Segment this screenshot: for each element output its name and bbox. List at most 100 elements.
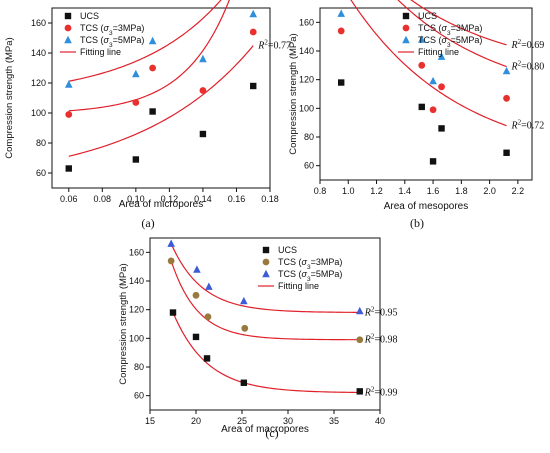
data-point — [64, 80, 73, 88]
data-point — [199, 87, 207, 94]
panel-label: (b) — [410, 216, 424, 230]
r-squared-label: R2=0.72 — [511, 119, 545, 132]
y-tick-label: 120 — [31, 78, 46, 88]
data-point — [438, 83, 445, 91]
r-squared-label: R2=0.69 — [511, 38, 545, 51]
legend: UCS TCS (σ3=3MPa)TCS (σ3=5MPa)Fitting lin… — [258, 245, 342, 291]
plot-frame — [149, 237, 381, 411]
data-point — [417, 35, 426, 43]
data-point — [204, 313, 212, 321]
fitting-line-1 — [350, 0, 507, 127]
x-tick-label: 30 — [283, 416, 293, 426]
fitting-line-2 — [397, 0, 507, 68]
x-tick-label: 1.8 — [455, 186, 468, 196]
x-tick-label: 0.08 — [94, 194, 112, 204]
y-tick-label: 120 — [129, 305, 144, 315]
x-axis-label: Area of micropores — [119, 199, 203, 210]
legend-marker — [64, 24, 72, 32]
x-tick-label: 20 — [191, 416, 201, 426]
data-point — [148, 36, 157, 45]
fitting-line-1 — [172, 312, 360, 394]
y-axis-label: Compression strength (MPa) — [118, 263, 129, 384]
data-point — [192, 291, 200, 299]
legend-marker — [402, 24, 410, 32]
plot-frame — [51, 7, 271, 189]
data-point — [167, 239, 175, 247]
x-axis-label: Area of mesopores — [384, 201, 469, 212]
y-tick-label: 140 — [129, 276, 144, 286]
x-tick-label: 0.10 — [127, 194, 145, 204]
y-tick-label: 60 — [134, 391, 144, 401]
x-axis-label: Area of macropores — [221, 424, 309, 435]
r-squared-label: R2=0.95 — [364, 305, 398, 318]
data-point — [438, 125, 445, 132]
data-point — [203, 355, 211, 362]
legend-marker — [262, 246, 270, 254]
y-tick-label: 160 — [299, 17, 314, 27]
data-point — [149, 108, 156, 115]
legend-label: UCS — [80, 11, 99, 21]
data-point — [356, 388, 363, 395]
data-point — [418, 61, 426, 69]
panel-label: (a) — [141, 216, 154, 230]
x-tick-label: 0.14 — [194, 194, 212, 204]
data-point — [437, 52, 446, 60]
x-tick-label: 1.0 — [342, 186, 355, 196]
legend-marker — [402, 12, 410, 20]
x-tick-label: 40 — [375, 416, 385, 426]
legend-label: TCS (σ3=3MPa) — [80, 23, 144, 37]
legend-label: Fitting line — [80, 47, 121, 57]
y-tick-label: 80 — [36, 138, 46, 148]
x-tick-label: 0.8 — [314, 186, 327, 196]
data-point — [132, 69, 140, 78]
data-point — [355, 306, 364, 315]
data-point — [429, 76, 437, 85]
legend: UCS TCS (σ3=3MPa)TCS (σ3=5MPa)Fitting lin… — [60, 11, 144, 57]
data-point — [356, 336, 364, 344]
y-axis-label: Compression strength (MPa) — [4, 37, 15, 158]
legend-label: TCS (σ3=5MPa) — [80, 35, 144, 49]
legend-label: TCS (σ3=3MPa) — [278, 257, 342, 271]
data-point — [65, 165, 72, 172]
legend-marker — [64, 12, 72, 20]
legend-label: UCS — [278, 245, 297, 255]
data-point — [503, 94, 510, 102]
r-squared-label: R2=0.99 — [364, 385, 398, 398]
x-tick-label: 0.18 — [261, 194, 279, 204]
data-point — [132, 156, 140, 163]
data-point — [418, 103, 425, 111]
y-tick-label: 140 — [299, 46, 314, 56]
legend-label: TCS (σ3=5MPa) — [278, 269, 342, 283]
x-tick-label: 0.06 — [60, 194, 78, 204]
data-point — [193, 265, 201, 273]
y-tick-label: 160 — [31, 18, 46, 28]
data-point — [132, 99, 140, 106]
data-point — [337, 9, 345, 17]
data-point — [205, 282, 213, 290]
x-tick-label: 1.4 — [399, 186, 412, 196]
data-point — [169, 309, 177, 316]
fitting-line-2 — [170, 260, 360, 341]
y-tick-label: 100 — [299, 103, 314, 113]
data-point — [240, 379, 248, 386]
data-point — [199, 54, 207, 63]
fitting-line-2 — [68, 0, 230, 112]
x-tick-label: 1.6 — [427, 186, 440, 196]
y-tick-label: 60 — [36, 168, 46, 178]
chart-panel-1: 0.06 0.08 0.10 0.12 0.14 0.16 0.18 60 80 100 120 14… — [4, 0, 291, 230]
x-tick-label: 2.2 — [512, 186, 525, 196]
x-tick-label: 1.2 — [370, 186, 383, 196]
data-point — [249, 9, 258, 18]
legend-label: TCS (σ3=3MPa) — [418, 23, 482, 37]
y-axis-label: Compression strength (MPa) — [288, 33, 299, 154]
fitting-line-1 — [68, 45, 254, 157]
legend-marker — [402, 35, 410, 44]
panel-label: (c) — [265, 426, 278, 440]
data-point — [249, 28, 257, 36]
data-point — [503, 149, 510, 156]
x-tick-label: 2.0 — [483, 186, 496, 196]
fitting-line-3 — [68, 0, 222, 82]
legend-marker — [64, 35, 72, 44]
data-point — [502, 66, 511, 75]
